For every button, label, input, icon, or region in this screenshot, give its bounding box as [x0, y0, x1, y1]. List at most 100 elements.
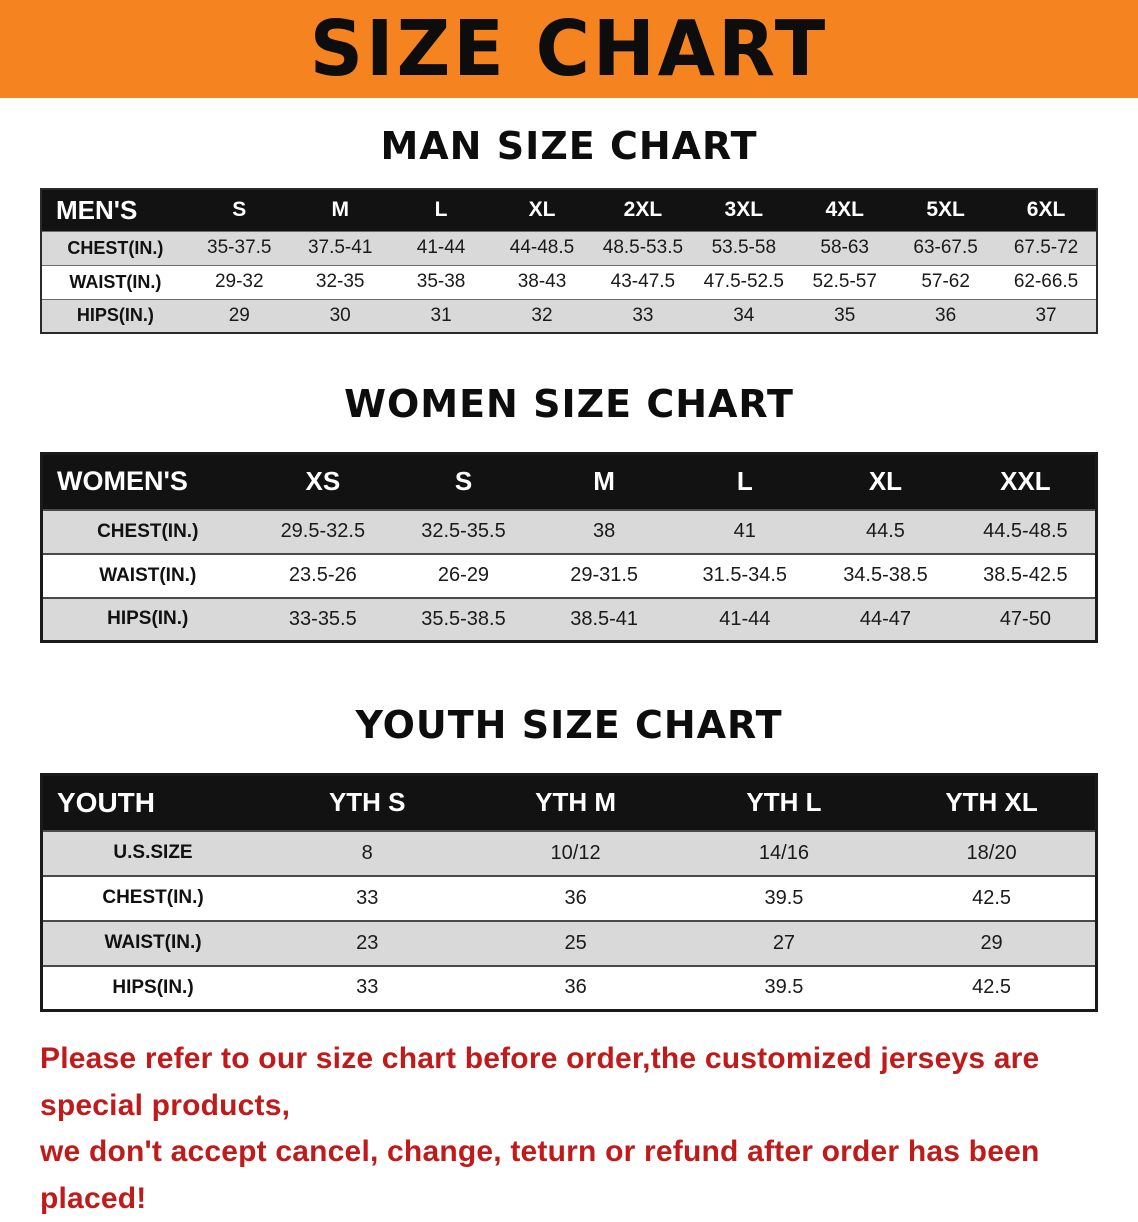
- value-cell: 27: [679, 919, 889, 966]
- value-cell: 42.5: [888, 874, 1097, 921]
- value-cell: 42.5: [888, 964, 1097, 1011]
- men-size-table: MEN'S S M L XL 2XL 3XL 4XL 5XL 6XL CHEST(IN.) 35-37…: [40, 188, 1098, 334]
- women-section-heading: WOMEN SIZE CHART: [344, 382, 794, 426]
- size-header-cell: 4XL: [825, 198, 864, 222]
- row-label-cell: CHEST(IN.): [41, 230, 189, 265]
- value-cell: 25: [471, 919, 680, 966]
- value-cell: 44-47: [815, 596, 956, 642]
- size-header-cell: YTH S: [328, 787, 406, 818]
- value-cell: 35-38: [390, 264, 492, 299]
- women-size-section: WOMEN SIZE CHART WOMEN'S XS S M L XL XXL CHEST(…: [0, 382, 1138, 643]
- row-label-cell: HIPS(IN.): [41, 298, 189, 333]
- youth-size-section: YOUTH SIZE CHART YOUTH YTH S YTH M YTH L YTH…: [0, 703, 1138, 1012]
- value-cell: 14/16: [679, 829, 889, 876]
- value-cell: 44-48.5: [491, 230, 593, 265]
- value-cell: 48.5-53.5: [592, 230, 694, 265]
- measurement-row: HIPS(IN.) 33 36 39.5 42.5: [41, 964, 1097, 1011]
- order-warning-line-2: we don't accept cancel, change, teturn o…: [40, 1135, 1040, 1215]
- value-cell: 38.5-42.5: [955, 552, 1097, 598]
- measurement-row: WAIST(IN.) 23.5-26 26-29 29-31.5 31.5-34.5 34…: [41, 552, 1097, 598]
- table-title-cell: WOMEN'S: [57, 466, 188, 497]
- row-label-cell: WAIST(IN.): [41, 919, 264, 966]
- measurement-row: HIPS(IN.) 29 30 31 32 33 34 35 36 37: [41, 298, 1097, 333]
- value-cell: 62-66.5: [996, 264, 1097, 299]
- size-header-cell: XL: [528, 198, 556, 222]
- value-cell: 43-47.5: [592, 264, 694, 299]
- size-chart-banner: SIZE CHART: [0, 0, 1138, 98]
- order-warning-line-1: Please refer to our size chart before or…: [40, 1042, 1040, 1122]
- value-cell: 38.5-41: [533, 596, 675, 642]
- row-label-cell: HIPS(IN.): [41, 596, 253, 642]
- value-cell: 35: [794, 298, 896, 333]
- value-cell: 47-50: [955, 596, 1097, 642]
- measurement-row: CHEST(IN.) 33 36 39.5 42.5: [41, 874, 1097, 921]
- value-cell: 34: [693, 298, 795, 333]
- value-cell: 38: [533, 508, 675, 554]
- table-title-cell: YOUTH: [57, 786, 155, 818]
- table-header-row: WOMEN'S XS S M L XL XXL: [41, 453, 1097, 510]
- size-header-cell: M: [331, 198, 349, 222]
- row-label-cell: CHEST(IN.): [41, 874, 264, 921]
- value-cell: 47.5-52.5: [693, 264, 795, 299]
- value-cell: 32-35: [289, 264, 391, 299]
- value-cell: 29-32: [188, 264, 290, 299]
- value-cell: 38-43: [491, 264, 593, 299]
- size-header-cell: 6XL: [1026, 198, 1066, 222]
- size-header-cell: L: [434, 198, 448, 222]
- value-cell: 58-63: [794, 230, 896, 265]
- value-cell: 29: [888, 919, 1097, 966]
- size-header-cell: 5XL: [926, 198, 965, 222]
- value-cell: 67.5-72: [996, 230, 1097, 265]
- men-size-section: MAN SIZE CHART MEN'S S M L XL 2XL 3XL 4XL 5XL 6XL…: [0, 124, 1138, 334]
- measurement-row: CHEST(IN.) 29.5-32.5 32.5-35.5 38 41 44.5 44.5…: [41, 508, 1097, 554]
- value-cell: 44.5-48.5: [955, 508, 1097, 554]
- size-header-cell: 3XL: [724, 198, 764, 222]
- value-cell: 32: [491, 298, 593, 333]
- value-cell: 41-44: [390, 230, 492, 265]
- men-section-heading: MAN SIZE CHART: [380, 124, 758, 168]
- table-header-row: MEN'S S M L XL 2XL 3XL 4XL 5XL 6XL: [41, 189, 1097, 231]
- size-header-cell: 2XL: [623, 198, 663, 222]
- size-header-cell: XXL: [1000, 466, 1051, 497]
- value-cell: 36: [895, 298, 997, 333]
- value-cell: 32.5-35.5: [393, 508, 534, 554]
- size-header-cell: XL: [868, 466, 903, 497]
- value-cell: 35-37.5: [188, 230, 290, 265]
- youth-section-heading: YOUTH SIZE CHART: [355, 703, 783, 747]
- value-cell: 29.5-32.5: [252, 508, 394, 554]
- measurement-row: U.S.SIZE 8 10/12 14/16 18/20: [41, 829, 1097, 876]
- value-cell: 33-35.5: [252, 596, 394, 642]
- value-cell: 29-31.5: [533, 552, 675, 598]
- women-size-table: WOMEN'S XS S M L XL XXL CHEST(IN.) 29.5-32.5 32.5…: [40, 452, 1098, 643]
- value-cell: 31.5-34.5: [674, 552, 816, 598]
- row-label-cell: WAIST(IN.): [41, 552, 253, 598]
- value-cell: 41-44: [674, 596, 816, 642]
- value-cell: 30: [289, 298, 391, 333]
- row-label-cell: U.S.SIZE: [41, 829, 264, 876]
- measurement-row: HIPS(IN.) 33-35.5 35.5-38.5 38.5-41 41-44 44-…: [41, 596, 1097, 642]
- value-cell: 44.5: [815, 508, 956, 554]
- value-cell: 33: [263, 874, 472, 921]
- value-cell: 35.5-38.5: [393, 596, 534, 642]
- value-cell: 63-67.5: [895, 230, 997, 265]
- size-header-cell: YTH XL: [945, 787, 1038, 818]
- value-cell: 18/20: [888, 829, 1097, 876]
- value-cell: 39.5: [679, 874, 889, 921]
- value-cell: 29: [188, 298, 290, 333]
- value-cell: 41: [674, 508, 816, 554]
- value-cell: 52.5-57: [794, 264, 896, 299]
- value-cell: 23: [263, 919, 472, 966]
- table-title-cell: MEN'S: [56, 194, 138, 225]
- size-header-cell: L: [736, 466, 753, 497]
- size-header-cell: M: [593, 466, 615, 497]
- value-cell: 8: [263, 829, 472, 876]
- size-header-cell: YTH L: [746, 787, 822, 818]
- size-header-cell: YTH M: [535, 787, 617, 818]
- row-label-cell: HIPS(IN.): [41, 964, 264, 1011]
- value-cell: 57-62: [895, 264, 997, 299]
- value-cell: 36: [471, 964, 680, 1011]
- table-header-row: YOUTH YTH S YTH M YTH L YTH XL: [41, 774, 1097, 831]
- value-cell: 37: [996, 298, 1097, 333]
- measurement-row: CHEST(IN.) 35-37.5 37.5-41 41-44 44-48.5 48.5…: [41, 230, 1097, 265]
- banner-title: SIZE CHART: [309, 4, 829, 94]
